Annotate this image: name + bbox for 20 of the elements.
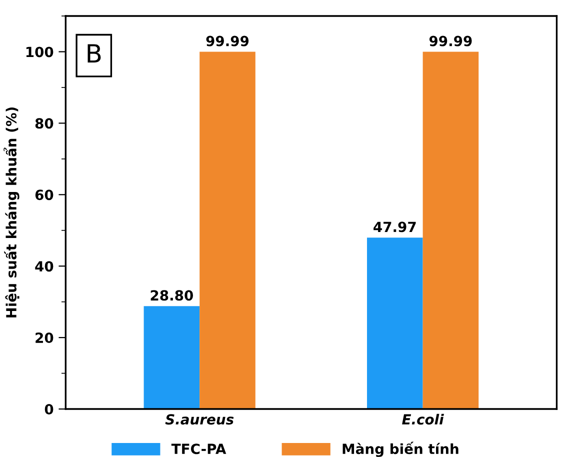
y-tick-label: 40 <box>35 261 54 272</box>
data-label: 28.80 <box>150 290 193 301</box>
legend-label: TFC-PA <box>171 444 226 454</box>
bar <box>200 52 256 410</box>
bar <box>422 52 479 410</box>
bar <box>366 238 423 410</box>
y-tick-label: 100 <box>26 46 54 58</box>
y-tick-label: 60 <box>35 190 54 200</box>
y-axis-title: Hiệu suất kháng khuẩn (%) <box>4 107 20 318</box>
y-tick-label: 80 <box>35 118 54 129</box>
y-tick-label: 0 <box>44 404 54 414</box>
data-label: 99.99 <box>206 36 249 46</box>
y-tick-label: 20 <box>36 332 54 344</box>
legend-label: Màng biến tính <box>342 442 458 457</box>
x-tick-label: E.coli <box>402 414 444 425</box>
data-label: 47.97 <box>374 222 416 232</box>
x-tick-label: S.aureus <box>165 414 234 425</box>
data-label: 99.99 <box>429 36 472 46</box>
bar <box>144 306 200 410</box>
annotation: B <box>88 44 101 62</box>
